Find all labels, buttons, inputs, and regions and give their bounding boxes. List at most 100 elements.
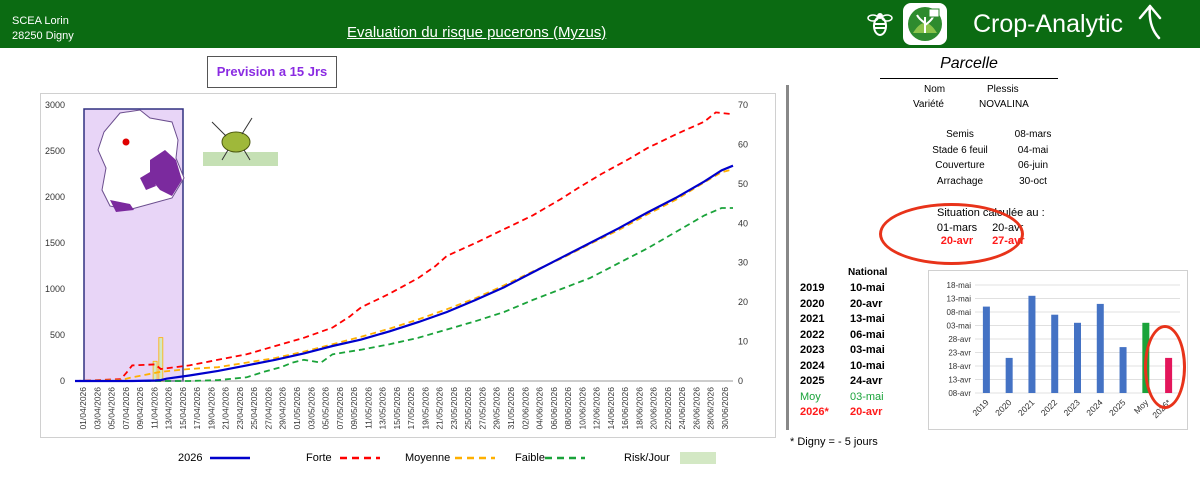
bar-y-tick-label: 18-mai xyxy=(947,281,972,290)
date-value: 06-juin xyxy=(1017,160,1049,171)
y-right-tick-label: 30 xyxy=(738,258,748,268)
national-date: 24-avr xyxy=(850,375,883,387)
bar-y-tick-label: 08-mai xyxy=(947,308,972,317)
bee-icon xyxy=(867,13,893,36)
national-date: 13-mai xyxy=(850,313,885,325)
x-tick-label: 27/05/2026 xyxy=(477,387,487,430)
date-value: 30-oct xyxy=(1019,175,1047,187)
y-right-tick-label: 50 xyxy=(738,179,748,189)
current-year-highlight-ring xyxy=(1144,325,1186,409)
national-year: 2025 xyxy=(800,375,825,387)
x-tick-label: 19/05/2026 xyxy=(420,387,430,430)
bar-x-tick-label: 2023 xyxy=(1061,397,1082,418)
x-tick-label: 09/05/2026 xyxy=(349,387,359,430)
x-tick-label: 19/04/2026 xyxy=(206,387,216,430)
bar-2023 xyxy=(1074,322,1081,393)
farm-location: 28250 Digny xyxy=(12,30,74,42)
national-year: 2023 xyxy=(800,344,825,356)
national-year: Moy xyxy=(800,390,821,403)
y-right-tick-label: 0 xyxy=(738,376,743,386)
x-tick-label: 09/04/2026 xyxy=(135,387,145,430)
bar-2024 xyxy=(1096,303,1104,393)
date-value: 04-mai xyxy=(1017,144,1049,156)
date-label: Arrachage xyxy=(936,175,984,187)
bar-2019 xyxy=(982,306,990,393)
x-tick-label: 22/06/2026 xyxy=(663,387,673,430)
divider xyxy=(786,85,789,430)
bar-y-tick-label: 13-avr xyxy=(948,376,971,385)
x-tick-label: 01/05/2026 xyxy=(292,387,302,430)
bar-x-tick-label: 2021 xyxy=(1016,397,1037,418)
brand-name: Crop-Analytic xyxy=(973,10,1124,38)
series-line-moyenne xyxy=(74,168,734,382)
bar-x-tick-label: 2024 xyxy=(1084,397,1105,418)
x-tick-label: 11/05/2026 xyxy=(363,387,373,429)
legend-moyenne-label: Moyenne xyxy=(405,452,451,464)
date-label: Couverture xyxy=(935,160,985,171)
x-tick-label: 02/06/2026 xyxy=(520,387,530,430)
bar-y-tick-label: 13-mai xyxy=(947,295,972,304)
x-tick-label: 03/05/2026 xyxy=(306,387,316,430)
x-tick-label: 03/04/2026 xyxy=(92,387,102,430)
bar-chart-y-labels: 08-avr 13-avr 18-avr 23-avr 28-avr 03-mai 08-m… xyxy=(947,281,972,398)
x-tick-label: 25/04/2026 xyxy=(249,387,259,430)
y-right-tick-label: 10 xyxy=(738,337,748,347)
x-tick-label: 17/05/2026 xyxy=(406,387,416,430)
x-tick-label: 25/05/2026 xyxy=(463,387,473,430)
france-map xyxy=(97,109,185,212)
x-tick-label: 21/04/2026 xyxy=(221,387,231,430)
farm-name: SCEA Lorin xyxy=(12,15,69,27)
x-tick-label: 16/06/2026 xyxy=(620,387,630,430)
bar-x-tick-label: 2022 xyxy=(1039,397,1060,418)
crop-logo xyxy=(903,3,947,45)
x-tick-label: 26/06/2026 xyxy=(691,387,701,430)
x-tick-label: 17/04/2026 xyxy=(192,387,202,430)
x-tick-label: 21/05/2026 xyxy=(435,387,445,430)
x-tick-label: 31/05/2026 xyxy=(506,387,516,430)
situation-highlight-ring xyxy=(879,203,1024,265)
legend-faible-label: Faible xyxy=(515,452,545,464)
legend-risk-label: Risk/Jour xyxy=(624,452,670,464)
farm-info: SCEA Lorin 28250 Digny xyxy=(12,14,74,44)
national-header: National xyxy=(848,267,888,278)
footnote: * Digny = - 5 jours xyxy=(790,436,878,448)
x-tick-label: 08/06/2026 xyxy=(563,387,573,430)
series-line-faible xyxy=(75,207,733,382)
nom-value: Plessis xyxy=(987,84,1019,95)
legend-2026-label: 2026 xyxy=(178,452,203,464)
y-right-tick-label: 40 xyxy=(738,218,748,228)
national-year: 2024 xyxy=(800,359,825,372)
x-tick-label: 15/05/2026 xyxy=(392,387,402,430)
national-date: 20-avr xyxy=(850,406,883,418)
bar-y-tick-label: 18-avr xyxy=(948,362,971,371)
y-left-tick-label: 2500 xyxy=(45,146,65,156)
x-tick-label: 10/06/2026 xyxy=(577,387,587,430)
bar-x-tick-label: Moy xyxy=(1132,397,1151,416)
x-tick-label: 15/04/2026 xyxy=(178,387,188,430)
y-left-tick-label: 3000 xyxy=(45,100,65,110)
x-tick-label: 05/04/2026 xyxy=(107,387,117,430)
x-tick-label: 23/05/2026 xyxy=(449,387,459,430)
date-value: 08-mars xyxy=(1014,129,1052,140)
bar-chart-x-labels: 2019 2020 2021 2022 2023 2024 2025 Moy 2026* xyxy=(970,397,1173,420)
date-label: Semis xyxy=(946,129,974,140)
bar-chart-bars xyxy=(982,295,1173,393)
x-tick-label: 14/06/2026 xyxy=(606,387,616,430)
x-tick-label: 13/04/2026 xyxy=(164,387,174,430)
national-date: 03-mai xyxy=(850,344,885,356)
national-year: 2021 xyxy=(800,313,825,325)
national-year: 2020 xyxy=(800,297,825,310)
national-year: 2019 xyxy=(800,282,825,294)
date-label: Stade 6 feuil xyxy=(932,144,988,156)
x-tick-label: 18/06/2026 xyxy=(634,387,644,430)
x-tick-label: 05/05/2026 xyxy=(321,387,331,430)
x-tick-label: 12/06/2026 xyxy=(592,387,602,430)
bar-x-tick-label: 2025 xyxy=(1107,397,1128,418)
national-date: 06-mai xyxy=(850,328,885,341)
x-tick-label: 30/06/2026 xyxy=(720,387,730,430)
arrow-up-icon xyxy=(1138,4,1162,40)
y-axis-right: 0 10 20 30 40 50 60 70 xyxy=(738,100,748,386)
bar-y-tick-label: 08-avr xyxy=(948,389,971,398)
x-tick-label: 01/04/2026 xyxy=(78,387,88,430)
